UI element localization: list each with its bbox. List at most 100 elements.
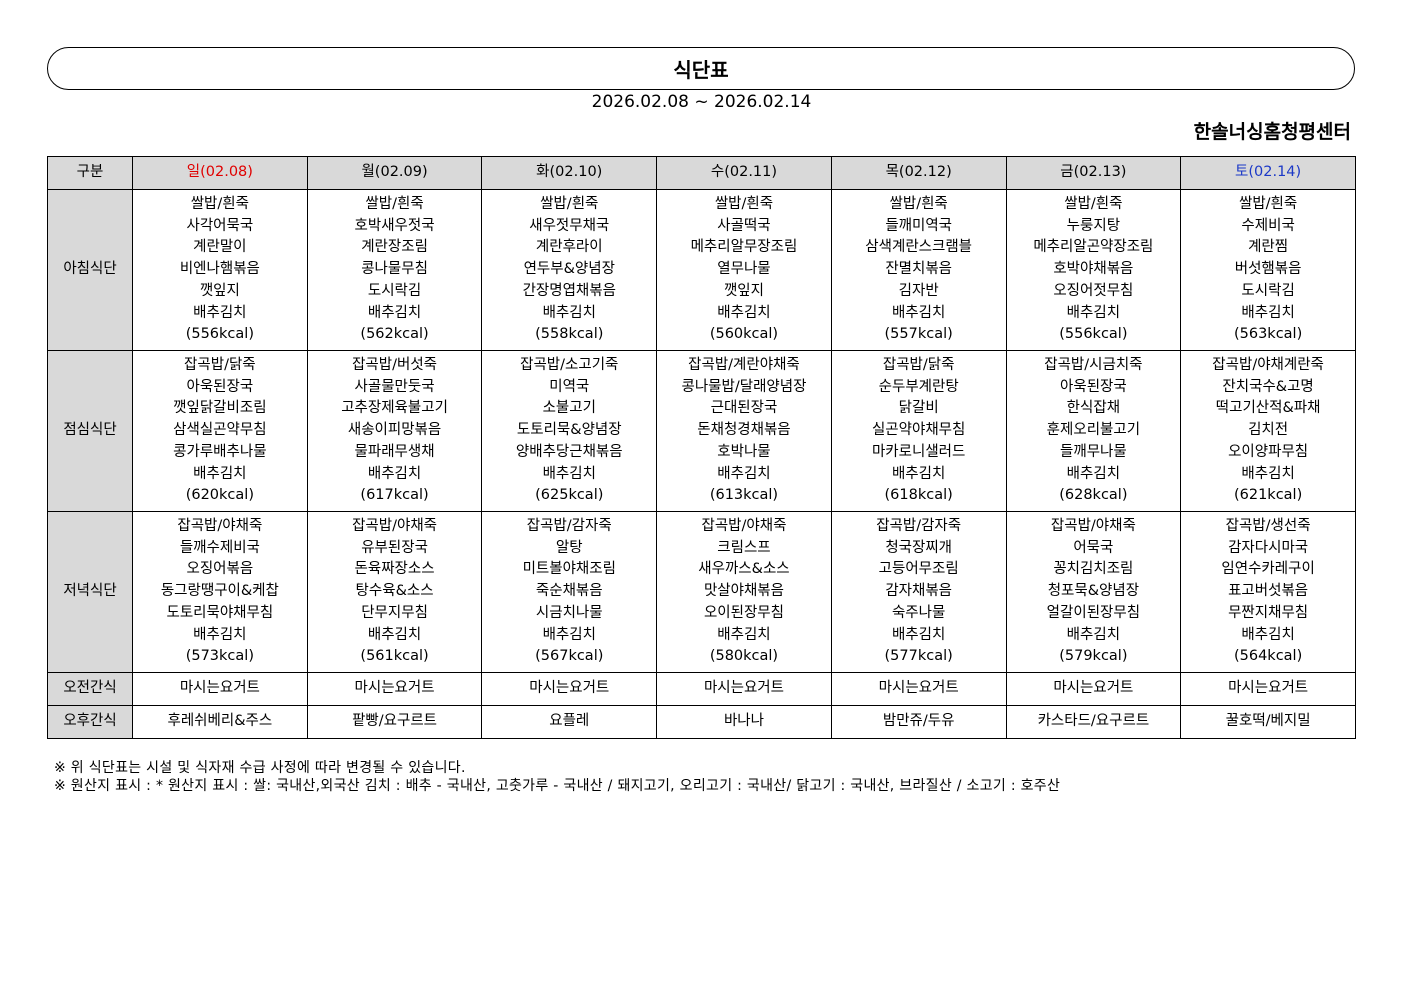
menu-item: 순두부계란탕 (878, 378, 959, 395)
menu-item: 크림스프 (717, 539, 771, 556)
menu-item: 후레쉬베리&주스 (167, 713, 273, 730)
menu-item: 훈제오리불고기 (1046, 422, 1141, 439)
menu-item: 배추김치 (542, 304, 596, 321)
menu-item: 쌀밥/흰죽 (1238, 196, 1298, 213)
menu-item: 아욱된장국 (186, 378, 254, 395)
menu-item: 새송이피망볶음 (347, 422, 442, 439)
menu-item: 잡곡밥/야채죽 (701, 518, 787, 535)
menu-item: (577kcal) (884, 648, 953, 665)
menu-item: 들깨무나물 (1060, 443, 1127, 460)
menu-item: 비엔나햄볶음 (179, 261, 260, 278)
menu-cell: 잡곡밥/시금치죽 아욱된장국 한식잡채 훈제오리불고기 들깨무나물 배추김치 (628kca… (1005, 350, 1182, 512)
menu-cell: 밤만쥬/두유 (830, 705, 1007, 739)
menu-item: 잡곡밥/닭죽 (184, 357, 256, 374)
menu-item: 김치전 (1248, 422, 1289, 439)
menu-item: 쌀밥/흰죽 (714, 196, 774, 213)
menu-item: 깻잎지 (199, 282, 240, 299)
page-title: 식단표 (673, 58, 729, 82)
menu-cell: 팥빵/요구르트 (306, 705, 483, 739)
meal-row: 점심식단 잡곡밥/닭죽 아욱된장국 깻잎닭갈비조림 삼색실곤약무침 콩가루배추나물 배추김치… (47, 350, 1356, 512)
menu-item: 사골물만둣국 (354, 378, 435, 395)
menu-item: 동그랑땡구이&케찹 (160, 583, 279, 600)
menu-item: 숙주나물 (891, 604, 946, 621)
corner-header: 구분 (47, 156, 133, 190)
menu-item: 콩나물밥/달래양념장 (681, 378, 807, 395)
menu-item: 고등어무조림 (878, 561, 959, 578)
date-range: 2026.02.08 ~ 2026.02.14 (591, 92, 812, 112)
menu-item: 배추김치 (542, 465, 596, 482)
menu-item: (625kcal) (535, 487, 604, 504)
menu-item: (617kcal) (360, 487, 429, 504)
menu-item: 배추김치 (193, 626, 247, 643)
menu-item: (567kcal) (535, 648, 604, 665)
menu-item: 고추장제육불고기 (341, 400, 448, 417)
menu-item: 오징어볶음 (186, 561, 254, 578)
menu-cell: 잡곡밥/소고기죽 미역국 소불고기 도토리묵&양념장 양배추당근채볶음 배추김치 (625k… (481, 350, 658, 512)
menu-item: (557kcal) (884, 326, 953, 343)
menu-item: 배추김치 (1066, 626, 1121, 643)
menu-item: 새우젓무채국 (529, 217, 610, 234)
menu-item: 도토리묵야채무침 (166, 604, 274, 621)
menu-cell: 잡곡밥/야채죽 어묵국 꽁치김치조림 청포묵&양념장 얼갈이된장무침 배추김치 (579kc… (1005, 511, 1182, 673)
menu-item: 잡곡밥/야채죽 (177, 518, 263, 535)
menu-cell: 쌀밥/흰죽 호박새우젓국 계란장조림 콩나물무침 도시락김 배추김치 (562kcal) (306, 189, 483, 351)
menu-cell: 요플레 (481, 705, 658, 739)
menu-item: 깻잎닭갈비조림 (173, 400, 267, 417)
menu-item: 메추리알무장조림 (690, 239, 798, 256)
meal-row: 아침식단 쌀밥/흰죽 사각어묵국 계란말이 비엔나햄볶음 깻잎지 배추김치 (556kcal)… (47, 189, 1356, 351)
menu-item: 배추김치 (1241, 304, 1295, 321)
center-name: 한솔너싱홈청평센터 (1193, 121, 1351, 143)
menu-item: 맛살야채볶음 (703, 583, 784, 600)
menu-item: 물파래무생채 (354, 443, 435, 460)
menu-cell: 잡곡밥/닭죽 아욱된장국 깻잎닭갈비조림 삼색실곤약무침 콩가루배추나물 배추김치 (620… (132, 350, 308, 512)
menu-item: 팥빵/요구르트 (352, 713, 438, 730)
menu-cell: 잡곡밥/감자죽 알탕 미트볼야채조림 죽순채볶음 시금치나물 배추김치 (567kcal) (481, 511, 658, 673)
menu-item: 잡곡밥/생선죽 (1225, 518, 1311, 535)
menu-item: 근대된장국 (710, 400, 778, 417)
menu-item: 임연수카레구이 (1221, 561, 1315, 578)
meal-label: 오전간식 (47, 672, 133, 706)
menu-item: 죽순채볶음 (535, 583, 603, 600)
menu-item: 간장명엽채볶음 (522, 282, 616, 299)
menu-cell: 쌀밥/흰죽 누룽지탕 메추리알곤약장조림 호박야채볶음 오징어젓무침 배추김치 (556kc… (1005, 189, 1182, 351)
menu-item: 배추김치 (891, 465, 946, 482)
menu-item: 쌀밥/흰죽 (540, 196, 599, 213)
menu-cell: 꿀호떡/베지밀 (1180, 705, 1356, 739)
menu-item: 감자채볶음 (885, 583, 953, 600)
menu-item: 들깨수제비국 (179, 539, 260, 556)
menu-item: 잡곡밥/감자죽 (526, 518, 612, 535)
menu-item: 돈채청경채볶음 (697, 422, 791, 439)
menu-item: 시금치나물 (535, 604, 603, 621)
menu-item: (556kcal) (1059, 326, 1128, 343)
menu-cell: 카스타드/요구르트 (1005, 705, 1182, 739)
menu-item: 삼색계란스크램블 (865, 239, 973, 256)
menu-item: 배추김치 (891, 304, 946, 321)
menu-item: (562kcal) (360, 326, 429, 343)
menu-item: (564kcal) (1233, 648, 1303, 665)
menu-item: (558kcal) (535, 326, 604, 343)
menu-item: 열무나물 (717, 261, 771, 278)
menu-item: (580kcal) (709, 648, 779, 665)
menu-cell: 쌀밥/흰죽 새우젓무채국 계란후라이 연두부&양념장 간장명엽채볶음 배추김치 (558kc… (481, 189, 658, 351)
menu-cell: 마시는요거트 (830, 672, 1007, 706)
menu-cell: 쌀밥/흰죽 들깨미역국 삼색계란스크램블 잔멸치볶음 김자반 배추김치 (557kcal) (830, 189, 1007, 351)
menu-item: 잡곡밥/야채죽 (1050, 518, 1136, 535)
menu-item: 마시는요거트 (1228, 680, 1309, 697)
menu-item: 삼색실곤약무침 (173, 422, 267, 439)
menu-item: 마시는요거트 (354, 680, 435, 697)
menu-item: 잡곡밥/계란야채죽 (688, 357, 800, 374)
menu-item: 돈육짜장소스 (354, 561, 435, 578)
day-header: 일(02.08) (132, 156, 308, 190)
menu-item: 잔치국수&고명 (1222, 378, 1314, 395)
menu-item: 쌀밥/흰죽 (889, 196, 948, 213)
title-box: 식단표 (47, 47, 1355, 90)
menu-item: 새우까스&소스 (698, 561, 790, 578)
menu-item: 도시락김 (1241, 282, 1295, 299)
menu-item: 실곤약야채무침 (871, 422, 966, 439)
meal-label: 오후간식 (47, 705, 133, 739)
menu-cell: 마시는요거트 (306, 672, 483, 706)
meal-label: 점심식단 (47, 350, 133, 512)
meal-label: 저녁식단 (47, 511, 133, 673)
day-header: 토(02.14) (1180, 156, 1356, 190)
